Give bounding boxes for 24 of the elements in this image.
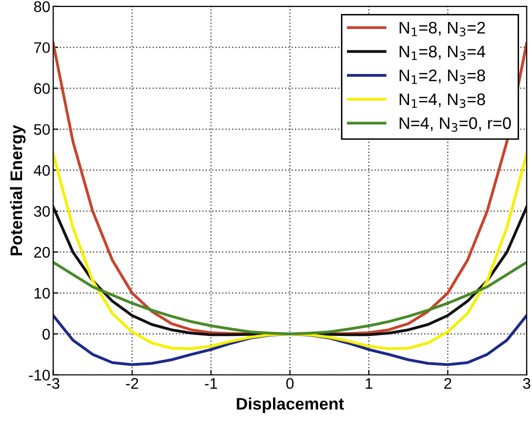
y-tick-label: 60 <box>34 83 50 94</box>
y-axis-title: Potential Energy <box>10 124 26 256</box>
y-tick-label: 30 <box>34 206 50 217</box>
y-tick-label: 10 <box>34 288 50 299</box>
legend-label: N$_{1}$=8, N$_{3}$=4 <box>400 46 486 60</box>
y-tick-label: 20 <box>34 246 50 258</box>
y-tick-label: 80 <box>34 1 50 12</box>
x-tick-label: -2 <box>126 378 138 389</box>
x-tick-label: 2 <box>444 378 452 389</box>
x-tick-label: 0 <box>286 378 294 389</box>
legend-label: N=4, N$_{3}$=0, r=0 <box>400 117 511 132</box>
y-tick-label: 70 <box>34 42 50 54</box>
x-tick-label: 3 <box>523 378 530 389</box>
line-series <box>53 260 527 336</box>
y-tick-label: 40 <box>34 165 50 176</box>
x-tick-label: 1 <box>366 378 372 389</box>
y-tick-label: 50 <box>34 124 50 135</box>
x-tick-label: -1 <box>204 378 218 389</box>
line-series <box>53 152 527 350</box>
x-axis-title: Displacement <box>236 397 344 413</box>
legend-label: N$_{1}$=8, N$_{3}$=2 <box>400 22 485 36</box>
y-tick-label: 0 <box>42 328 50 340</box>
legend-label: N$_{1}$=4, N$_{3}$=8 <box>400 93 486 108</box>
legend-label: N$_{1}$=2, N$_{3}$=8 <box>400 70 486 84</box>
